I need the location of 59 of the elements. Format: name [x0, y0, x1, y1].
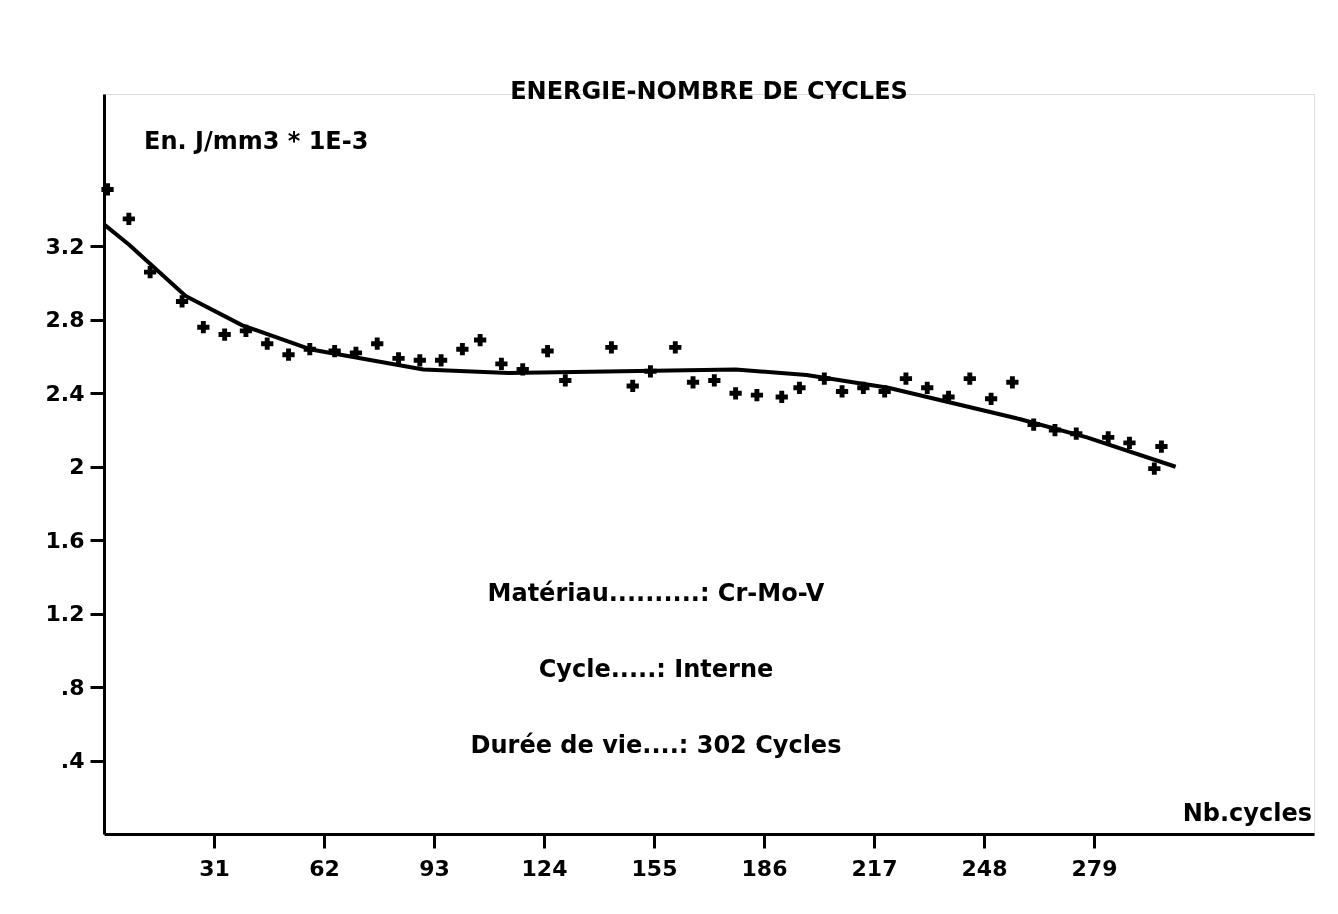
y-tick-label: 2 — [69, 454, 85, 480]
chart-title: ENERGIE-NOMBRE DE CYCLES — [510, 77, 908, 105]
point — [495, 357, 508, 371]
point — [541, 344, 554, 358]
point — [392, 352, 405, 365]
point — [434, 354, 448, 367]
point — [686, 376, 700, 389]
point — [175, 295, 189, 308]
point — [1006, 376, 1019, 389]
y-tick-label: 1.6 — [45, 527, 85, 553]
point — [218, 328, 231, 341]
point — [963, 372, 976, 385]
point — [1102, 431, 1115, 444]
point — [261, 337, 274, 350]
x-tick-label: 155 — [631, 855, 678, 881]
point — [1148, 462, 1161, 475]
point — [921, 381, 934, 394]
y-tick-label: .4 — [60, 748, 85, 774]
y-tick-label: 2.8 — [45, 307, 85, 333]
x-tick-label: 186 — [741, 855, 788, 881]
point — [1123, 436, 1136, 450]
x-tick-label: 31 — [199, 855, 230, 881]
point — [456, 343, 469, 356]
point — [984, 392, 998, 405]
point — [1155, 440, 1168, 453]
x-tick-label: 124 — [521, 855, 568, 881]
point — [282, 348, 295, 361]
point — [101, 183, 114, 196]
point — [750, 389, 764, 402]
point — [413, 354, 426, 367]
point — [669, 341, 682, 354]
point — [793, 381, 806, 394]
y-tick-label: .8 — [60, 674, 85, 700]
y-axis-title: En. J/mm3 * 1E-3 — [144, 127, 369, 155]
x-tick-label: 93 — [419, 855, 450, 881]
point — [197, 321, 210, 334]
point — [899, 372, 913, 385]
y-tick-label: 1.2 — [45, 601, 85, 627]
point — [474, 333, 487, 347]
y-tick-label: 2.4 — [45, 380, 85, 406]
x-tick-label: 217 — [851, 855, 898, 881]
point — [835, 385, 849, 398]
x-tick-label: 279 — [1071, 855, 1118, 881]
point — [626, 379, 639, 393]
point — [559, 374, 572, 387]
annotation: Durée de vie....: 302 Cycles — [470, 731, 842, 759]
annotation: Matériau..........: Cr-Mo-V — [487, 579, 825, 607]
y-tick-label: 3.2 — [45, 233, 85, 259]
point — [605, 341, 618, 354]
x-tick-label: 62 — [309, 855, 340, 881]
point — [729, 387, 742, 400]
point — [122, 212, 135, 225]
x-tick-label: 248 — [961, 855, 1008, 881]
point — [144, 265, 157, 279]
point — [775, 390, 788, 404]
point — [371, 337, 384, 350]
point — [708, 374, 721, 387]
annotation: Cycle.....: Interne — [538, 655, 774, 683]
x-axis-title: Nb.cycles — [1182, 799, 1312, 827]
